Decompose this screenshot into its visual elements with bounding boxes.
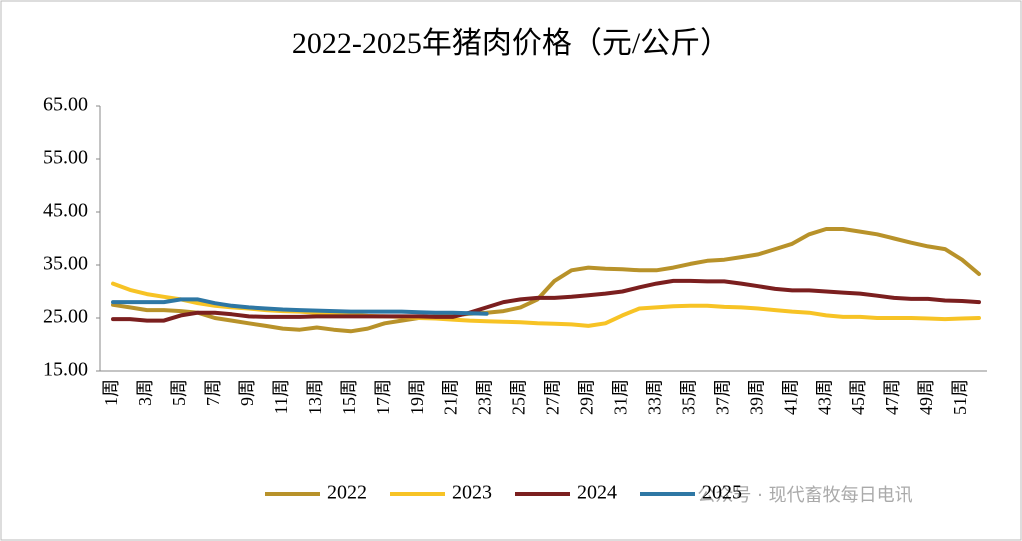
x-tick-label: 41周 <box>780 379 800 415</box>
y-tick-label: 25.00 <box>43 306 88 328</box>
x-tick-label: 19周 <box>407 379 427 415</box>
y-tick-label: 15.00 <box>43 359 88 381</box>
x-tick-label: 45周 <box>848 379 868 415</box>
x-tick-label: 37周 <box>712 379 732 415</box>
x-tick-label: 49周 <box>916 379 936 415</box>
x-tick-label: 1周 <box>101 379 121 406</box>
watermark: 公众号 · 现代畜牧每日电讯 <box>697 485 912 506</box>
x-tick-label: 31周 <box>611 379 631 415</box>
series-line <box>111 278 981 323</box>
legend-label: 2025 <box>702 482 742 504</box>
chart-title: 2022-2025年猪肉价格（元/公斤） <box>292 27 730 60</box>
x-tick-label: 29周 <box>577 379 597 415</box>
legend-label: 2024 <box>577 482 617 504</box>
y-tick-label: 65.00 <box>43 94 88 116</box>
x-tick-label: 27周 <box>543 379 563 415</box>
y-tick-label: 55.00 <box>43 147 88 169</box>
x-tick-label: 25周 <box>509 379 529 415</box>
x-tick-label: 47周 <box>882 379 902 415</box>
x-tick-label: 11周 <box>271 379 291 414</box>
x-tick-label: 51周 <box>950 379 970 415</box>
legend-label: 2023 <box>452 482 492 504</box>
x-tick-label: 5周 <box>169 379 189 406</box>
legend-label: 2022 <box>327 482 367 504</box>
x-tick-label: 17周 <box>373 379 393 415</box>
x-tick-label: 39周 <box>746 379 766 415</box>
x-tick-label: 21周 <box>441 379 461 415</box>
x-tick-label: 3周 <box>135 379 155 406</box>
series-line <box>111 297 489 316</box>
x-tick-label: 7周 <box>203 379 223 406</box>
y-tick-label: 45.00 <box>43 200 88 222</box>
y-tick-label: 35.00 <box>43 253 88 275</box>
x-tick-label: 33周 <box>644 379 664 415</box>
x-tick-label: 9周 <box>237 379 257 406</box>
x-tick-label: 43周 <box>814 379 834 415</box>
x-tick-label: 23周 <box>475 379 495 415</box>
series-line <box>111 227 981 334</box>
x-tick-label: 15周 <box>339 379 359 415</box>
x-tick-label: 35周 <box>678 379 698 415</box>
x-tick-label: 13周 <box>305 379 325 415</box>
